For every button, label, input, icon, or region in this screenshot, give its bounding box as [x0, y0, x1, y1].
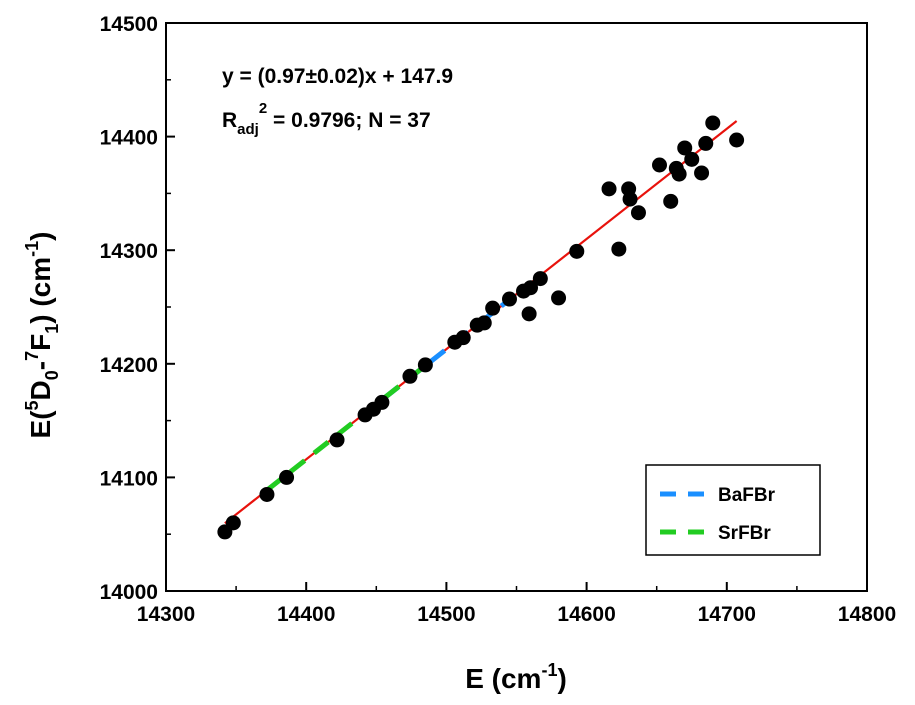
- y-tick-label: 14100: [100, 467, 158, 490]
- data-point: [532, 271, 548, 287]
- data-point: [663, 193, 679, 209]
- data-point: [402, 368, 418, 384]
- data-point: [523, 280, 539, 296]
- x-tick-label: 14600: [557, 603, 615, 626]
- data-point: [601, 181, 617, 197]
- fit-equation: y = (0.97±0.02)x + 147.9: [222, 65, 453, 88]
- x-tick-label: 14400: [277, 603, 335, 626]
- data-point: [279, 469, 295, 485]
- data-point: [374, 394, 390, 410]
- data-point: [705, 115, 721, 131]
- data-point: [729, 132, 745, 148]
- data-point: [551, 290, 567, 306]
- segment-srfbr: [265, 363, 427, 493]
- data-point: [476, 315, 492, 331]
- data-point: [677, 140, 693, 156]
- points-layer: [217, 115, 745, 540]
- legend-label-srfbr: SrFBr: [718, 523, 771, 544]
- y-tick-label: 14400: [100, 127, 158, 150]
- x-tick-label: 14800: [838, 603, 896, 626]
- fit-statistics: Radj2 = 0.9796; N = 37: [222, 100, 431, 138]
- data-point: [569, 243, 585, 259]
- data-point: [698, 135, 714, 151]
- data-point: [329, 432, 345, 448]
- y-tick-label: 14000: [100, 581, 158, 604]
- data-point: [225, 515, 241, 531]
- data-point: [259, 486, 275, 502]
- data-point: [622, 191, 638, 207]
- y-tick-label: 14200: [100, 354, 158, 377]
- data-point: [684, 151, 700, 167]
- data-point: [630, 205, 646, 221]
- x-axis-title: E (cm-1): [465, 660, 567, 694]
- y-tick-label: 14300: [100, 240, 158, 263]
- segment-bafbr: [381, 297, 512, 401]
- x-tick-label: 14500: [417, 603, 475, 626]
- legend: BaFBr SrFBr: [645, 464, 821, 556]
- x-tick-label: 14300: [137, 603, 195, 626]
- data-point: [671, 166, 687, 182]
- plot-frame: [165, 22, 868, 592]
- legend-item-srfbr: SrFBr: [660, 523, 771, 544]
- data-point: [501, 291, 517, 307]
- data-point: [455, 330, 471, 346]
- data-point: [652, 157, 668, 173]
- x-tick-label: 14700: [698, 603, 756, 626]
- legend-label-bafbr: BaFBr: [718, 485, 776, 506]
- data-point: [417, 357, 433, 373]
- legend-box: [645, 464, 821, 556]
- data-point: [694, 165, 710, 181]
- data-point: [485, 300, 501, 316]
- y-axis-title: E(5D0-7F1) (cm-1): [22, 232, 62, 439]
- legend-item-bafbr: BaFBr: [660, 485, 776, 506]
- y-tick-label: 14500: [100, 13, 158, 36]
- data-point: [611, 241, 627, 257]
- ticks-layer: 14300 14400 14500 14600 14700 14800 14000 14100…: [100, 13, 897, 626]
- data-point: [521, 306, 537, 322]
